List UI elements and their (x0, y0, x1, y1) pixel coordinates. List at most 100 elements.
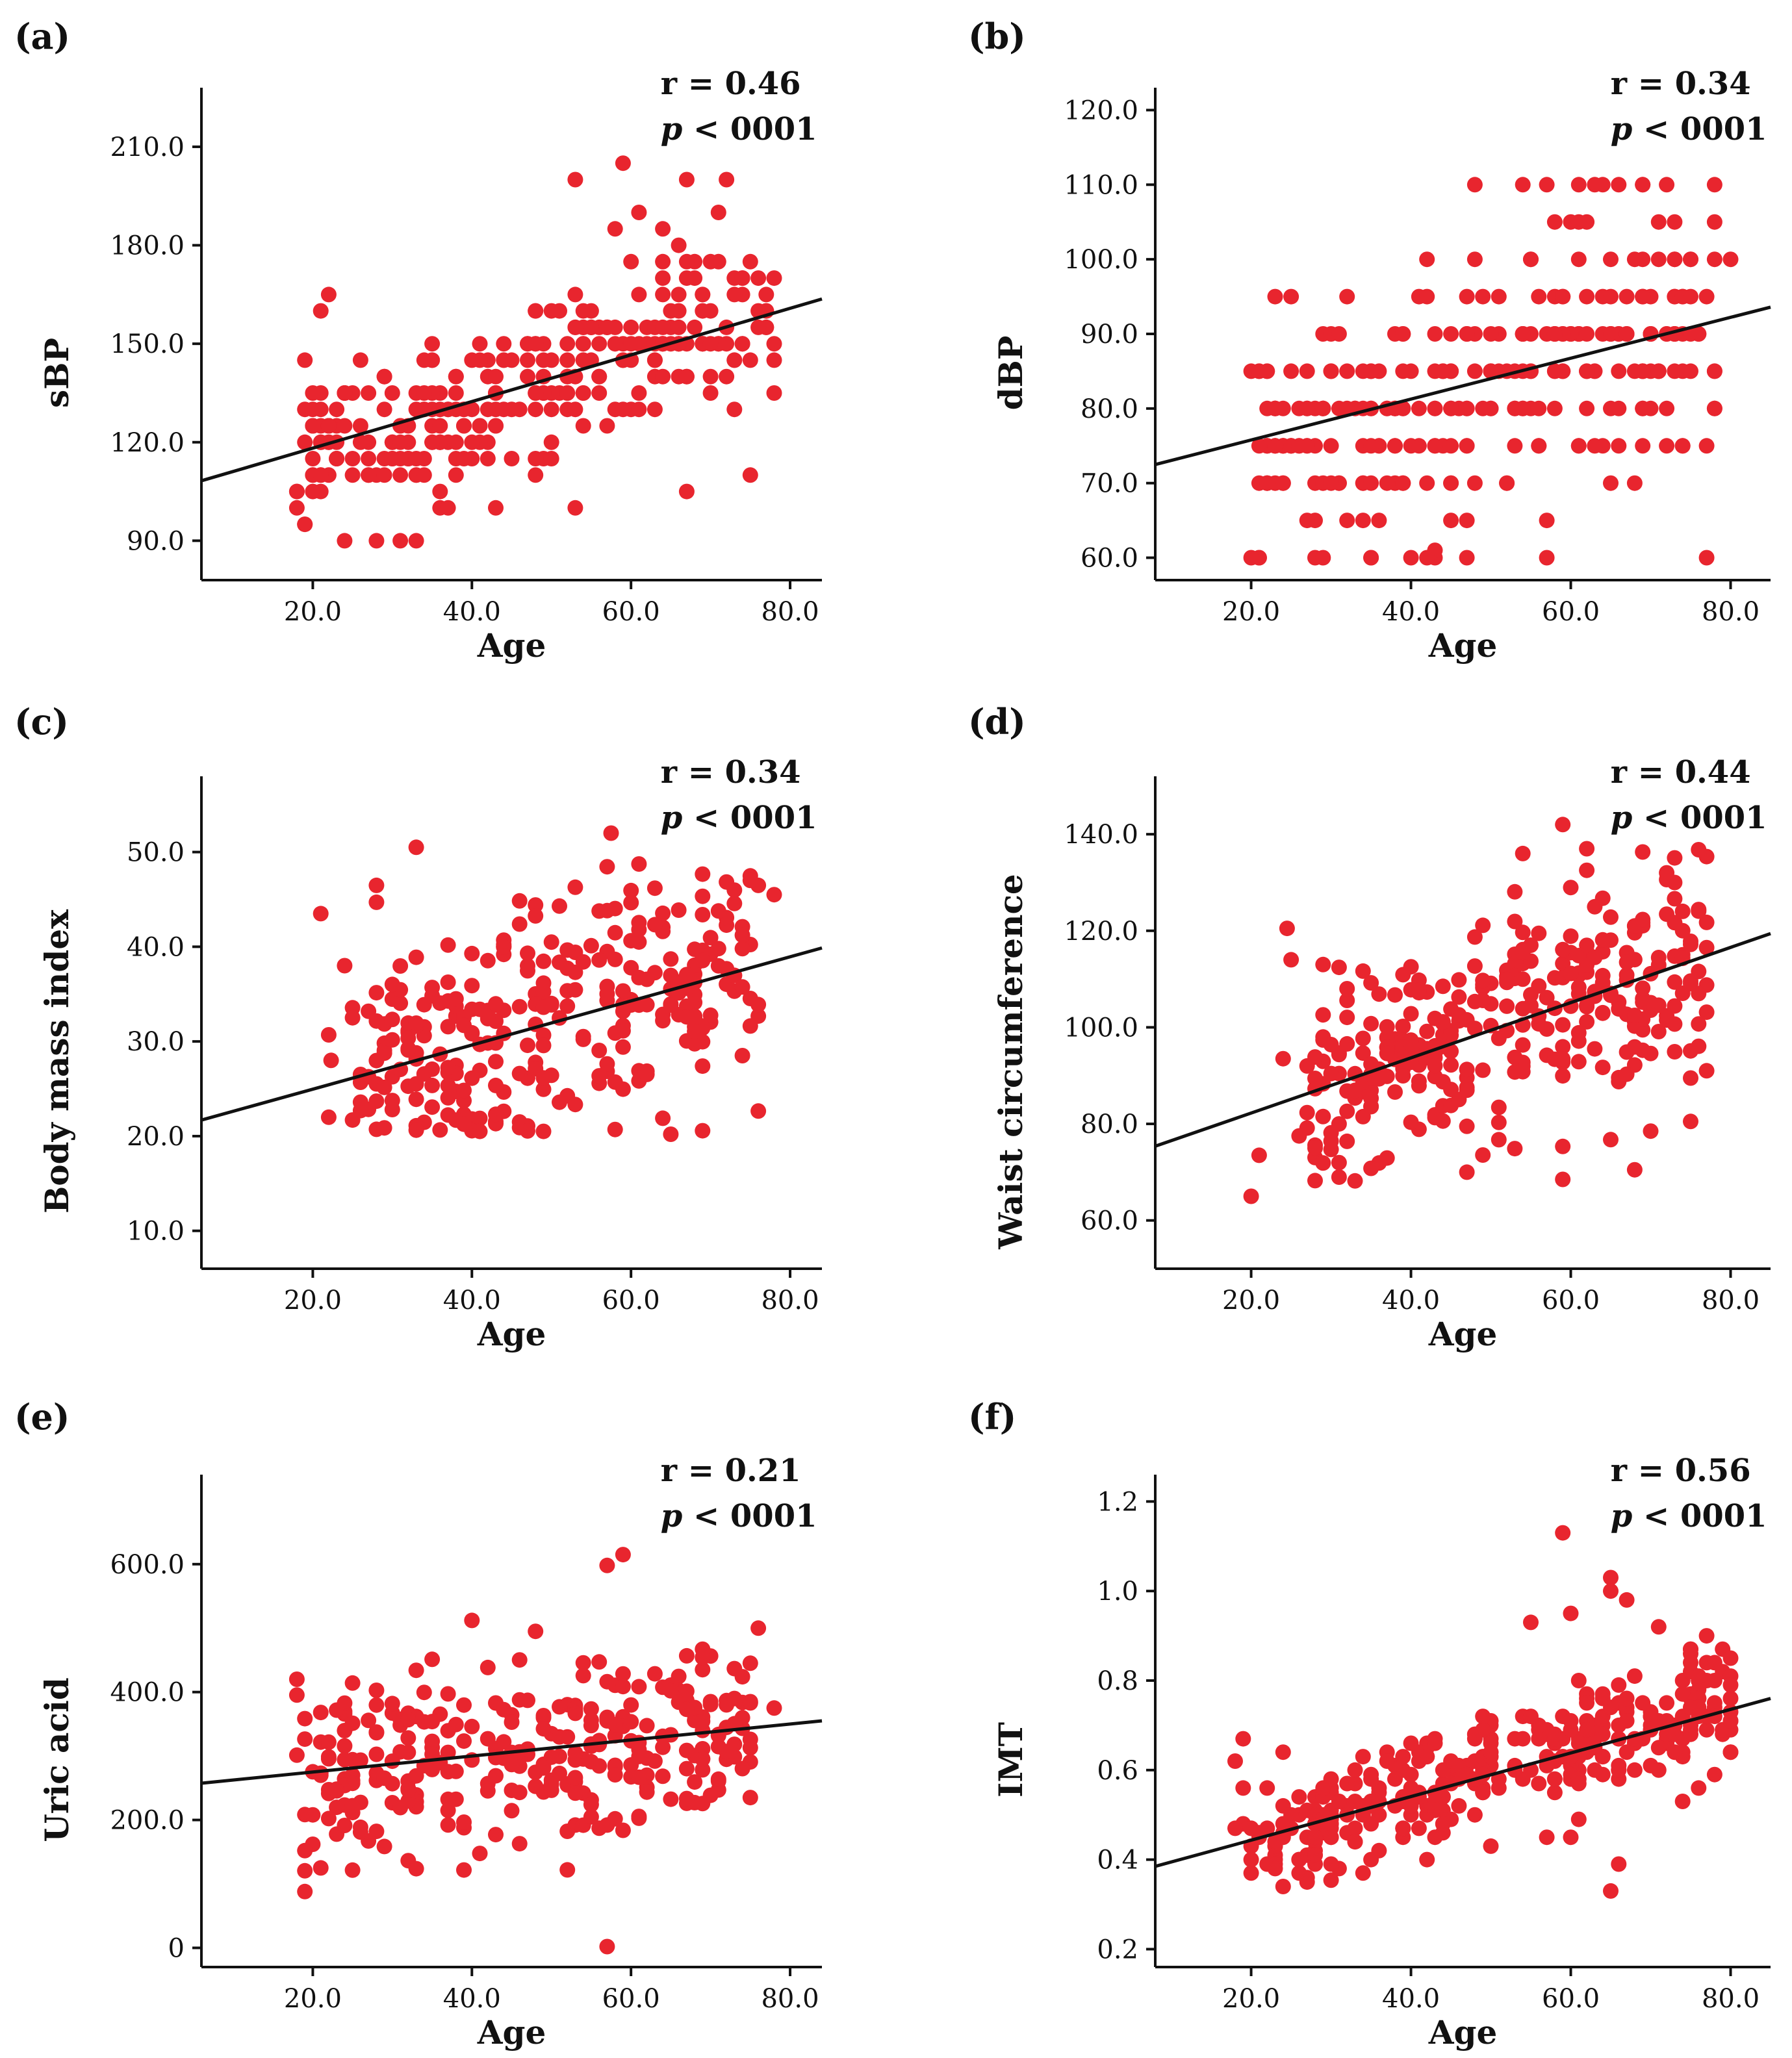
data-point (1323, 1771, 1339, 1787)
data-point (1459, 550, 1475, 566)
data-point (567, 879, 583, 895)
data-point (623, 253, 639, 270)
data-point (1307, 1140, 1323, 1156)
data-point (344, 467, 361, 483)
data-point (504, 451, 520, 466)
data-point (646, 880, 663, 896)
data-point (288, 1687, 305, 1703)
data-point (583, 1809, 599, 1825)
data-point (1594, 1060, 1611, 1076)
data-point (1466, 993, 1483, 1010)
data-point (1539, 513, 1555, 529)
data-point (1443, 400, 1459, 416)
data-point (408, 1861, 424, 1877)
data-point (1635, 1695, 1651, 1711)
data-point (750, 1103, 767, 1119)
data-point (1435, 978, 1451, 995)
data-point (663, 997, 679, 1013)
data-point (1515, 845, 1531, 861)
data-point (1691, 1016, 1707, 1032)
data-point (567, 319, 583, 335)
x-tick-label: 40.0 (443, 1286, 501, 1315)
data-point (400, 1782, 416, 1798)
data-point (1507, 400, 1523, 416)
data-point (1315, 956, 1331, 972)
data-point (1691, 842, 1707, 858)
y-tick-label: 0.2 (1097, 1935, 1138, 1964)
data-point (384, 1032, 400, 1048)
data-point (1395, 475, 1411, 491)
data-point (1635, 844, 1651, 860)
data-point (1363, 1160, 1379, 1176)
y-tick-label: 60.0 (1081, 1206, 1138, 1236)
data-point (1594, 1004, 1611, 1021)
data-point (726, 1690, 743, 1707)
data-point (1275, 1879, 1291, 1894)
data-point (344, 451, 361, 466)
data-point (1683, 936, 1698, 952)
data-point (687, 1774, 703, 1790)
x-tick-label: 40.0 (443, 597, 501, 627)
data-point (678, 172, 695, 188)
data-point (361, 1003, 377, 1019)
data-point (305, 418, 321, 434)
data-point (1451, 989, 1467, 1005)
data-point (567, 982, 583, 998)
data-point (1435, 1014, 1451, 1030)
data-point (416, 467, 432, 483)
data-point (1395, 326, 1411, 342)
y-tick-label: 120.0 (1064, 917, 1138, 946)
data-point (1650, 997, 1667, 1013)
data-point (1691, 1668, 1707, 1684)
data-point (1411, 982, 1427, 998)
data-point (583, 937, 599, 954)
data-point (1403, 1766, 1419, 1783)
data-point (1499, 475, 1515, 491)
data-point (456, 1116, 472, 1132)
data-point (472, 1846, 488, 1862)
data-point (1443, 1057, 1459, 1073)
data-point (313, 303, 329, 319)
data-point (1347, 1082, 1363, 1099)
data-point (1475, 1709, 1491, 1725)
data-point (631, 401, 647, 418)
data-point (567, 172, 583, 188)
data-point (504, 1757, 520, 1773)
data-point (1475, 288, 1491, 305)
data-point (710, 1771, 726, 1787)
data-point (639, 971, 655, 987)
data-point (1259, 475, 1275, 491)
y-tick-label: 140.0 (1064, 820, 1138, 850)
data-point (1427, 1829, 1443, 1846)
r-value: r = 0.34 (1611, 66, 1751, 102)
data-point (726, 1716, 743, 1732)
data-point (408, 839, 424, 856)
data-point (1698, 288, 1715, 305)
data-point (1435, 363, 1451, 379)
p-symbol: p (1611, 800, 1633, 836)
r-value: r = 0.44 (1611, 754, 1751, 791)
data-point (1451, 1798, 1467, 1814)
data-point (1515, 945, 1531, 961)
data-point (695, 1649, 711, 1666)
data-point (655, 221, 671, 237)
data-point (488, 1054, 504, 1070)
data-point (1539, 1829, 1555, 1846)
data-point (297, 1842, 313, 1859)
data-point (1403, 1780, 1419, 1796)
data-point (742, 352, 758, 368)
data-point (591, 1733, 608, 1749)
data-point (615, 401, 631, 418)
x-tick-label: 60.0 (1542, 1286, 1600, 1315)
data-point (552, 898, 567, 914)
data-point (1235, 1780, 1251, 1796)
data-point (408, 949, 424, 965)
data-point (1722, 1677, 1739, 1693)
data-point (719, 172, 735, 188)
data-point (710, 1782, 726, 1798)
data-point (368, 1724, 385, 1740)
data-point (750, 270, 767, 286)
data-point (1475, 917, 1491, 934)
data-point (726, 1660, 743, 1677)
p-value: p < 0001 (1611, 1498, 1767, 1534)
